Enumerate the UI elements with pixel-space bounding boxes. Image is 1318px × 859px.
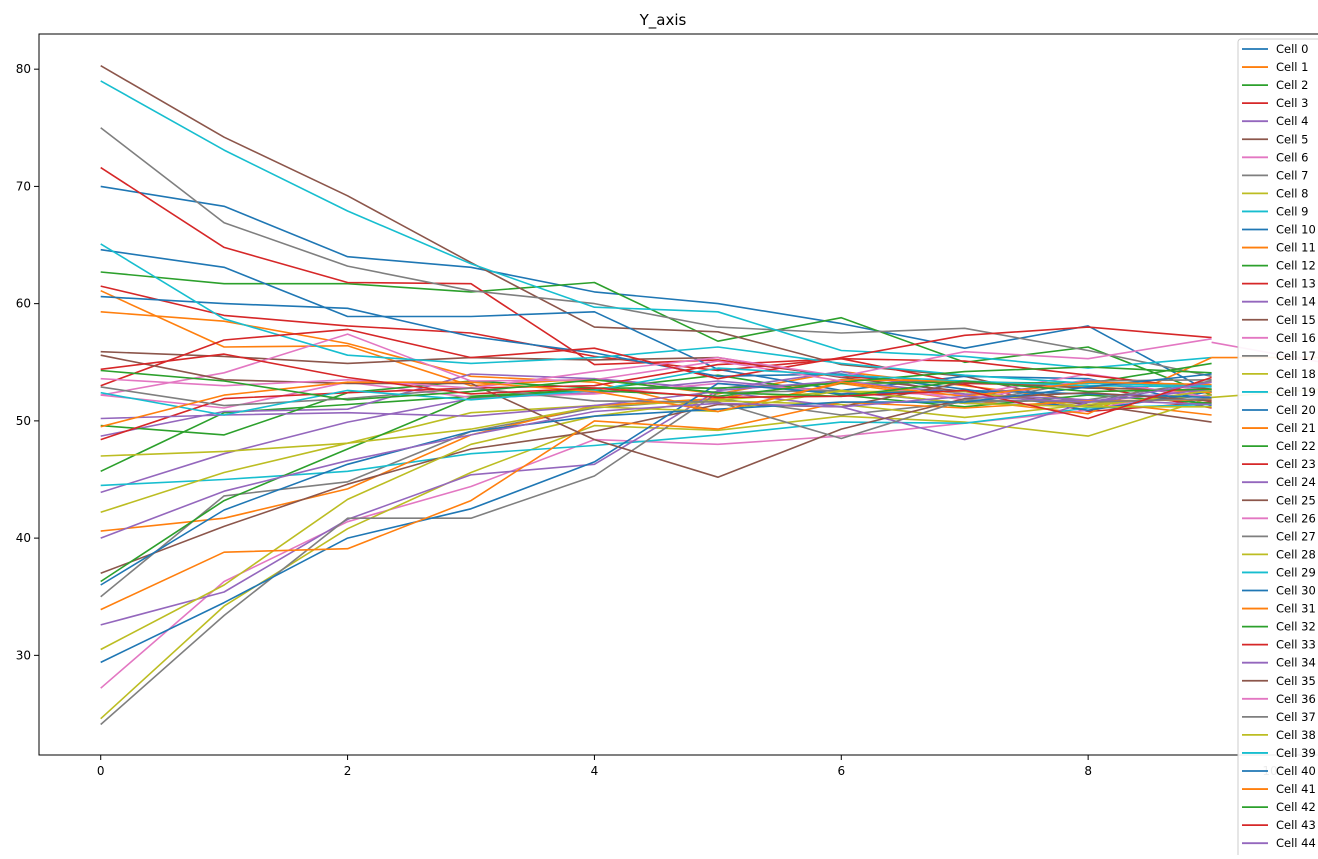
series-line	[100, 381, 1212, 428]
series-line	[100, 243, 1212, 387]
x-axis: 0246810	[97, 755, 1278, 778]
legend-label: Cell 23	[1276, 457, 1316, 471]
series-line	[100, 382, 1212, 664]
series-line	[100, 389, 1212, 651]
legend-label: Cell 35	[1276, 674, 1316, 688]
legend-label: Cell 28	[1276, 547, 1316, 561]
legend-label: Cell 24	[1276, 475, 1316, 489]
legend-label: Cell 27	[1276, 529, 1316, 543]
legend-label: Cell 9	[1276, 204, 1308, 218]
legend: Cell 0 Cell 1 Cell 2 Cell 3 Cell 4 Cell 5 Cell…	[1237, 38, 1318, 859]
plot-frame	[38, 33, 1318, 756]
series-line	[100, 381, 1212, 539]
series-group	[100, 65, 1318, 726]
legend-label: Cell 6	[1276, 150, 1308, 164]
series-line	[100, 338, 1212, 389]
legend-label: Cell 13	[1276, 277, 1316, 291]
y-tick-label: 30	[16, 648, 31, 662]
x-tick-label: 4	[591, 764, 599, 778]
series-line	[100, 381, 1212, 575]
legend-label: Cell 16	[1276, 331, 1316, 345]
series-line	[100, 248, 1212, 407]
legend-box	[1237, 38, 1318, 859]
series-line	[100, 369, 1212, 401]
legend-label: Cell 17	[1276, 349, 1316, 363]
legend-label: Cell 18	[1276, 367, 1316, 381]
legend-label: Cell 36	[1276, 692, 1316, 706]
legend-label: Cell 21	[1276, 421, 1316, 435]
legend-label: Cell 1	[1276, 60, 1308, 74]
legend-label: Cell 44	[1276, 836, 1316, 850]
series-line	[100, 384, 1212, 689]
y-tick-label: 70	[16, 179, 31, 193]
legend-label: Cell 38	[1276, 728, 1316, 742]
legend-label: Cell 41	[1276, 782, 1316, 796]
series-line	[100, 185, 1212, 394]
legend-label: Cell 11	[1276, 241, 1316, 255]
series-line	[100, 353, 1212, 420]
series-line	[100, 357, 1212, 441]
series-line	[100, 396, 1212, 720]
x-tick-label: 0	[97, 764, 105, 778]
y-tick-label: 50	[16, 414, 31, 428]
legend-label: Cell 15	[1276, 313, 1316, 327]
series-line	[100, 65, 1212, 406]
series-line	[100, 127, 1212, 378]
legend-label: Cell 25	[1276, 493, 1316, 507]
series-line	[100, 354, 1212, 479]
y-tick-label: 60	[16, 297, 31, 311]
series-line	[100, 373, 1212, 586]
series-line	[100, 367, 1212, 416]
legend-label: Cell 5	[1276, 132, 1308, 146]
series-line	[100, 80, 1212, 369]
legend-label: Cell 40	[1276, 764, 1316, 778]
series-line	[100, 394, 1212, 457]
y-axis: 30 40 50 60 70 80	[16, 62, 39, 662]
legend-label: Cell 42	[1276, 800, 1316, 814]
x-tick-label: 6	[837, 764, 845, 778]
series-line	[100, 380, 1212, 626]
legend-label: Cell 8	[1276, 186, 1308, 200]
legend-label: Cell 33	[1276, 638, 1316, 652]
y-tick-label: 40	[16, 531, 31, 545]
legend-label: Cell 0	[1276, 42, 1308, 56]
series-line	[100, 388, 1212, 441]
legend-label: Cell 14	[1276, 295, 1316, 309]
chart-title: Y_axis	[639, 11, 687, 30]
legend-label: Cell 43	[1276, 818, 1316, 832]
legend-label: Cell 34	[1276, 656, 1316, 670]
legend-label: Cell 29	[1276, 565, 1316, 579]
legend-label: Cell 2	[1276, 78, 1308, 92]
legend-label: Cell 32	[1276, 620, 1316, 634]
legend-label: Cell 22	[1276, 439, 1316, 453]
x-tick-label: 2	[344, 764, 352, 778]
y-tick-label: 80	[16, 62, 31, 76]
legend-label: Cell 31	[1276, 602, 1316, 616]
legend-label: Cell 3	[1276, 96, 1308, 110]
legend-label: Cell 4	[1276, 114, 1308, 128]
legend-label: Cell 20	[1276, 403, 1316, 417]
legend-label: Cell 30	[1276, 584, 1316, 598]
legend-label: Cell 39	[1276, 746, 1316, 760]
series-line	[100, 403, 1212, 487]
x-tick-label: 8	[1084, 764, 1092, 778]
legend-label: Cell 12	[1276, 259, 1316, 273]
legend-label: Cell 10	[1276, 223, 1316, 237]
legend-label: Cell 37	[1276, 710, 1316, 724]
legend-label: Cell 7	[1276, 168, 1308, 182]
series-line	[100, 350, 1212, 423]
legend-label: Cell 19	[1276, 385, 1316, 399]
series-line	[100, 311, 1212, 415]
series-line	[100, 326, 1212, 387]
legend-label: Cell 26	[1276, 511, 1316, 525]
